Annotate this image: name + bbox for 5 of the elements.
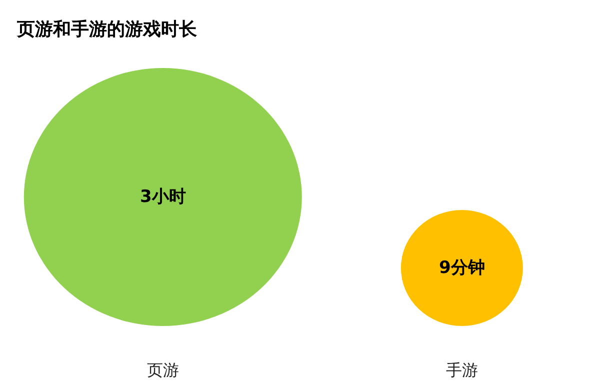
category-label: 页游 (146, 360, 179, 380)
data-label: 9分钟 (439, 258, 485, 278)
category-label: 手游 (446, 360, 478, 380)
text: 页游和手游的游戏时长 (17, 18, 197, 41)
data-label: 3小时 (140, 187, 186, 207)
